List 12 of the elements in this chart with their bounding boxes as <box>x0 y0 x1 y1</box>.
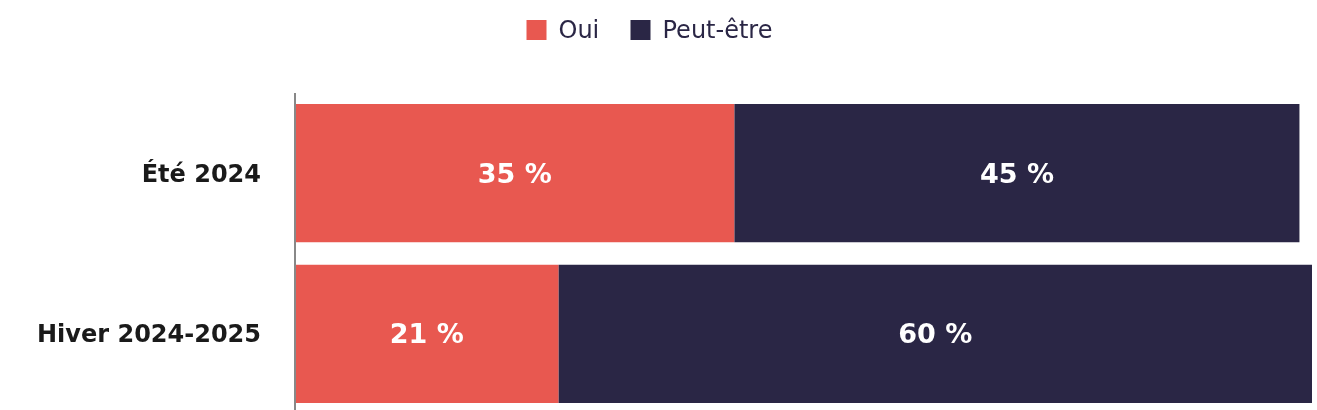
data-label: 60 % <box>898 318 973 350</box>
bar <box>558 264 1312 403</box>
legend-label: Oui <box>558 16 600 45</box>
y-tick-label: Été 2024 <box>141 158 261 188</box>
data-label: 21 % <box>389 318 464 350</box>
data-label: 45 % <box>979 157 1054 189</box>
bar <box>295 264 559 403</box>
bar <box>295 104 735 243</box>
data-label: 35 % <box>477 157 552 189</box>
y-tick-label: Hiver 2024-2025 <box>37 320 261 349</box>
bar <box>734 104 1300 243</box>
legend-label: Peut-être <box>662 16 773 45</box>
